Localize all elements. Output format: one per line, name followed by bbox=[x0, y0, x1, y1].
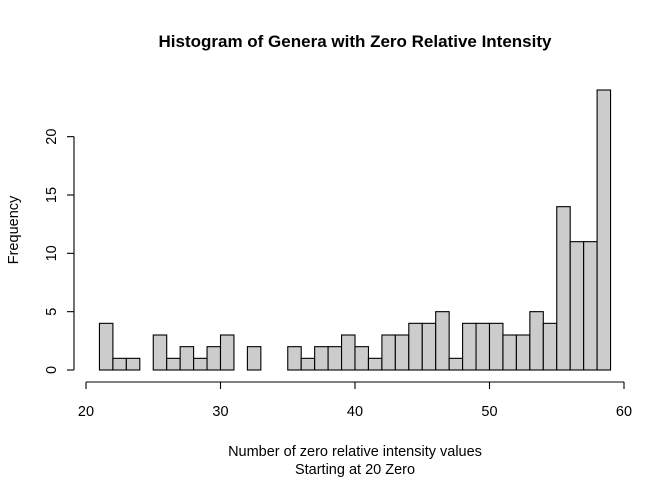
histogram-bar bbox=[152, 334, 168, 371]
histogram-bar bbox=[381, 334, 396, 371]
histogram-bar bbox=[488, 322, 504, 371]
histogram-bar bbox=[596, 89, 612, 371]
histogram-bar bbox=[542, 322, 558, 371]
y-tick-label: 10 bbox=[44, 245, 60, 261]
x-axis-label: Number of zero relative intensity values bbox=[228, 444, 482, 460]
histogram-bar bbox=[206, 346, 222, 371]
histogram-bar bbox=[556, 206, 571, 371]
chart-title: Histogram of Genera with Zero Relative I… bbox=[159, 32, 553, 51]
histogram-bar bbox=[327, 346, 343, 371]
y-tick-label: 15 bbox=[44, 187, 60, 203]
x-axis-sublabel: Starting at 20 Zero bbox=[295, 462, 415, 478]
x-tick-label: 40 bbox=[347, 404, 363, 420]
histogram-bar bbox=[408, 322, 423, 371]
x-tick-label: 20 bbox=[78, 404, 94, 420]
y-tick-label: 0 bbox=[44, 366, 60, 374]
histogram-bar bbox=[435, 311, 450, 371]
x-tick-label: 30 bbox=[212, 404, 228, 420]
histogram-bar bbox=[367, 357, 383, 371]
histogram-bar bbox=[98, 322, 114, 371]
histogram-bar bbox=[300, 357, 316, 371]
histogram-bar bbox=[112, 357, 127, 371]
histogram-bar bbox=[421, 322, 437, 371]
histogram-bar bbox=[125, 357, 141, 371]
histogram-bar bbox=[515, 334, 531, 371]
histogram-bar bbox=[569, 241, 585, 371]
histogram-bar bbox=[462, 322, 477, 371]
histogram-bar bbox=[340, 334, 356, 371]
bars-group bbox=[98, 89, 612, 371]
histogram-bar bbox=[502, 334, 517, 371]
histogram-bar bbox=[354, 346, 369, 371]
histogram-bar bbox=[583, 241, 598, 371]
x-axis: 20 30 40 50 60 bbox=[78, 381, 632, 420]
histogram-bar bbox=[219, 334, 235, 371]
y-tick-label: 20 bbox=[44, 129, 60, 145]
y-axis: 0 5 10 15 20 bbox=[44, 129, 75, 374]
histogram-bar bbox=[394, 334, 410, 371]
histogram-bar bbox=[314, 346, 329, 371]
y-tick-label: 5 bbox=[44, 308, 60, 316]
histogram-bar bbox=[246, 346, 262, 371]
histogram-bar bbox=[166, 357, 181, 371]
histogram-bar bbox=[529, 311, 544, 371]
histogram-bar bbox=[193, 357, 208, 371]
histogram-bar bbox=[448, 357, 464, 371]
x-tick-label: 50 bbox=[481, 404, 497, 420]
histogram-bar bbox=[475, 322, 491, 371]
histogram-bar bbox=[179, 346, 195, 371]
x-tick-label: 60 bbox=[616, 404, 632, 420]
histogram-bar bbox=[287, 346, 302, 371]
y-axis-label: Frequency bbox=[6, 195, 22, 264]
